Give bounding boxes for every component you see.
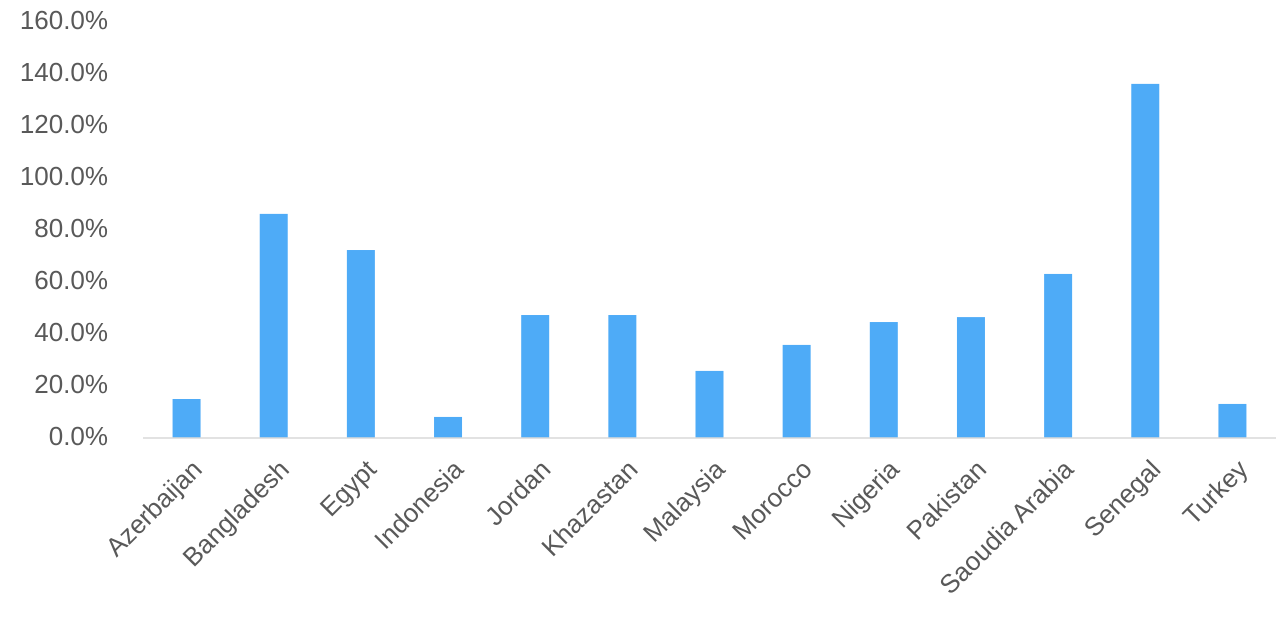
bar: [1044, 273, 1073, 438]
bar: [1218, 403, 1247, 438]
y-tick-label: 120.0%: [20, 109, 108, 139]
bar: [259, 213, 288, 438]
x-tick-label: Morocco: [726, 454, 818, 546]
x-tick-label: Indonesia: [368, 454, 469, 555]
bar: [521, 315, 550, 438]
bar: [956, 317, 985, 438]
x-tick-label: Egypt: [314, 453, 383, 522]
bar: [869, 322, 898, 438]
y-tick-label: 40.0%: [34, 317, 108, 347]
y-tick-label: 100.0%: [20, 161, 108, 191]
bar: [172, 399, 201, 438]
y-tick-label: 140.0%: [20, 57, 108, 87]
x-tick-label: Khazastan: [535, 454, 643, 562]
bar: [782, 344, 811, 438]
bar: [346, 250, 375, 438]
y-tick-label: 60.0%: [34, 265, 108, 295]
x-tick-label: Malaysia: [637, 454, 731, 548]
bar: [434, 416, 463, 438]
x-tick-label: Senegal: [1078, 454, 1167, 543]
x-tick-label: Nigeria: [825, 454, 905, 534]
y-tick-label: 80.0%: [34, 213, 108, 243]
y-tick-label: 160.0%: [20, 5, 108, 35]
bar: [608, 315, 637, 438]
x-tick-label: Turkey: [1177, 454, 1254, 531]
x-tick-label: Pakistan: [900, 454, 992, 546]
y-tick-label: 20.0%: [34, 369, 108, 399]
x-tick-label: Jordan: [479, 454, 556, 531]
bar: [695, 370, 724, 438]
bar: [1131, 83, 1160, 438]
y-tick-label: 0.0%: [49, 421, 108, 451]
